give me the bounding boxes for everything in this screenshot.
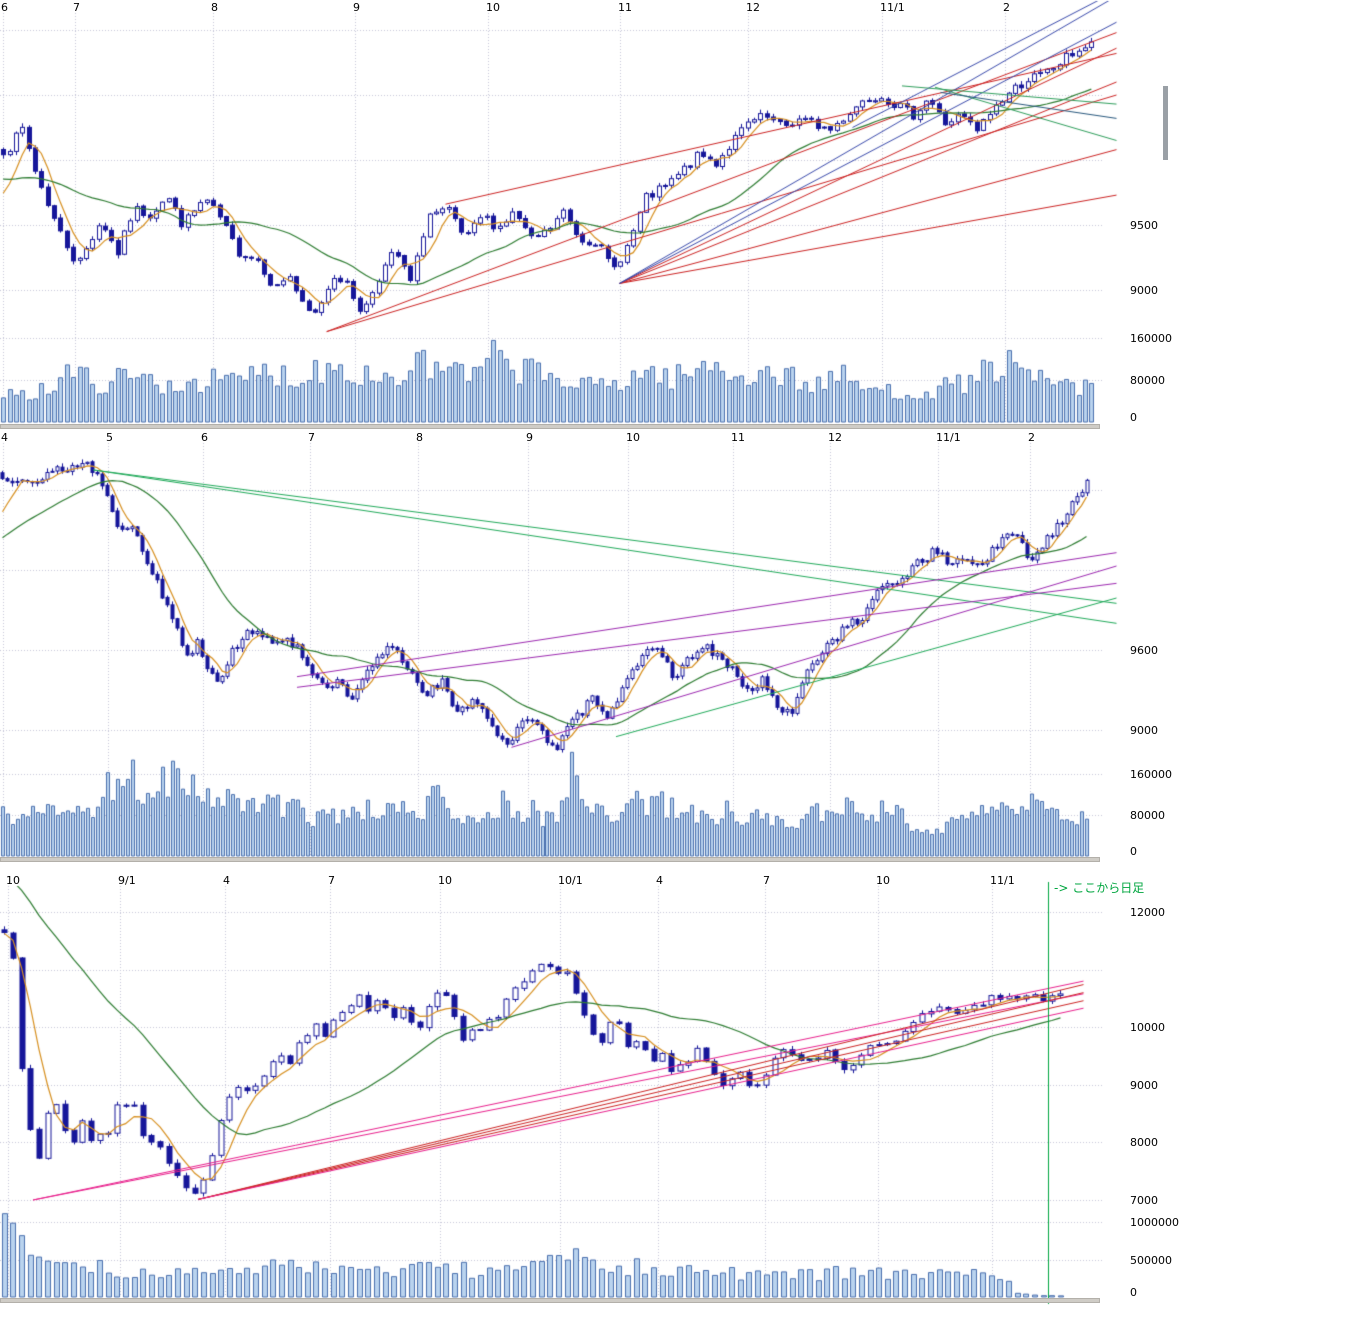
x-axis-tick-label: 6 [201,431,208,444]
price-axis-label: 7000 [1130,1194,1158,1207]
x-axis-tick-label: 12 [828,431,842,444]
volume-axis-label: 500000 [1130,1254,1172,1267]
volume-axis-label: 160000 [1130,768,1172,781]
x-axis-tick-label: 10 [486,1,500,14]
panel1-daily-chart-canvas[interactable] [0,0,1372,430]
volume-axis-label: 80000 [1130,374,1165,387]
x-axis-tick-label: 6 [1,1,8,14]
panel1-vertical-scrollbar[interactable] [1163,86,1168,160]
panel3-weekly-chart-canvas[interactable] [0,866,1372,1336]
panel1-horizontal-scrollbar[interactable] [0,424,1100,429]
price-axis-label: 8000 [1130,1136,1158,1149]
x-axis-tick-label: 7 [763,874,770,887]
x-axis-tick-label: 10 [438,874,452,887]
x-axis-tick-label: 11/1 [990,874,1015,887]
x-axis-tick-label: 11 [618,1,632,14]
price-axis-label: 9000 [1130,284,1158,297]
price-axis-label: 9600 [1130,644,1158,657]
panel2-horizontal-scrollbar[interactable] [0,857,1100,862]
panel2-daily-chart-canvas[interactable] [0,430,1372,866]
x-axis-tick-label: 8 [416,431,423,444]
price-axis-label: 10000 [1130,1021,1165,1034]
x-axis-tick-label: 11/1 [936,431,961,444]
volume-axis-label: 0 [1130,845,1137,858]
x-axis-tick-label: 11 [731,431,745,444]
price-axis-label: 9000 [1130,724,1158,737]
panel3-horizontal-scrollbar[interactable] [0,1298,1100,1303]
x-axis-tick-label: 7 [308,431,315,444]
volume-axis-label: 1000000 [1130,1216,1179,1229]
volume-axis-label: 160000 [1130,332,1172,345]
x-axis-tick-label: 10 [626,431,640,444]
volume-axis-label: 0 [1130,1286,1137,1299]
x-axis-tick-label: 9 [353,1,360,14]
x-axis-tick-label: 10/1 [558,874,583,887]
volume-axis-label: 80000 [1130,809,1165,822]
x-axis-tick-label: 10 [6,874,20,887]
x-axis-tick-label: 10 [876,874,890,887]
x-axis-tick-label: 7 [328,874,335,887]
x-axis-tick-label: 12 [746,1,760,14]
x-axis-tick-label: 11/1 [880,1,905,14]
price-axis-label: 12000 [1130,906,1165,919]
price-axis-label: 9000 [1130,1079,1158,1092]
daily-from-here-annotation: -> ここから日足 [1054,881,1145,895]
volume-axis-label: 0 [1130,411,1137,424]
x-axis-tick-label: 4 [223,874,230,887]
x-axis-tick-label: 5 [106,431,113,444]
x-axis-tick-label: 9 [526,431,533,444]
x-axis-tick-label: 4 [1,431,8,444]
x-axis-tick-label: 4 [656,874,663,887]
x-axis-tick-label: 9/1 [118,874,136,887]
x-axis-tick-label: 8 [211,1,218,14]
x-axis-tick-label: 2 [1028,431,1035,444]
price-axis-label: 9500 [1130,219,1158,232]
x-axis-tick-label: 2 [1003,1,1010,14]
x-axis-tick-label: 7 [73,1,80,14]
